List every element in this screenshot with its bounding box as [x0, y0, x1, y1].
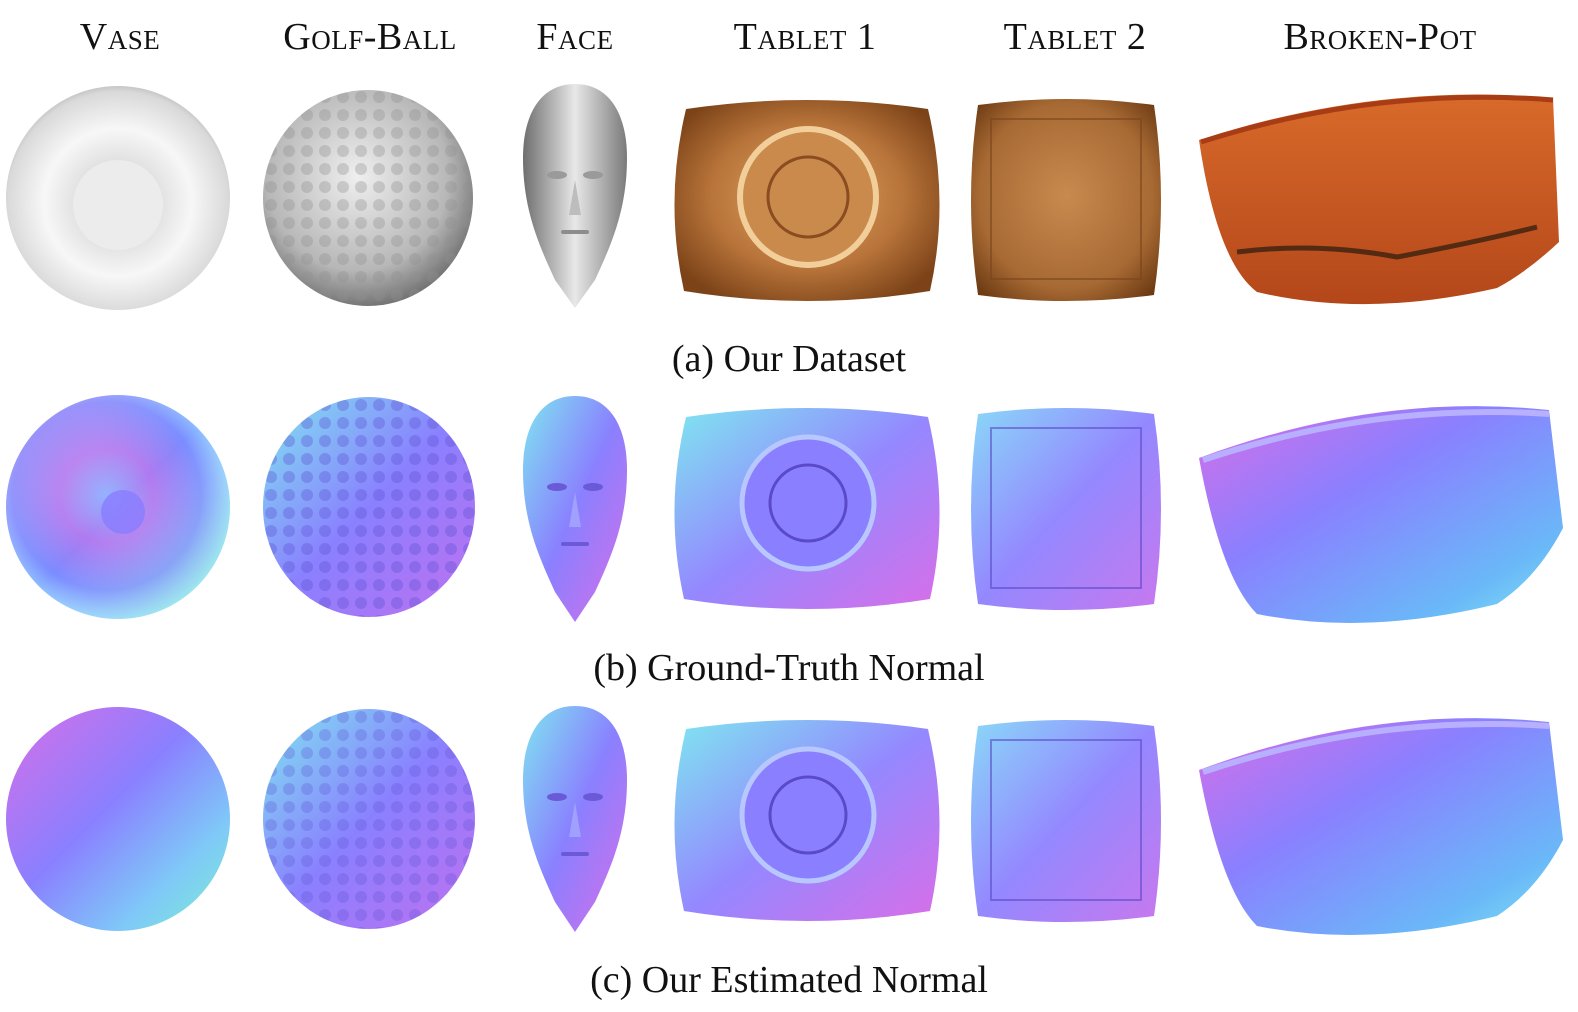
caption-our-dataset: (a) Our Dataset [671, 338, 907, 380]
gt-golf-ball-normal-map [262, 396, 476, 618]
column-header-tablet-1: Tablet 1 [733, 16, 877, 58]
est-golf-ball-normal-map [262, 708, 476, 930]
est-tablet-1-normal-map [668, 715, 946, 927]
dataset-tablet-1-image [668, 95, 946, 307]
column-header-tablet-2: Tablet 2 [1003, 16, 1147, 58]
est-face-normal-map [515, 702, 635, 934]
column-header-golf-ball: Golf-Ball [283, 16, 457, 58]
gt-vase-normal-map [5, 394, 231, 620]
gt-broken-pot-normal-map [1197, 398, 1567, 638]
caption-our-estimated-normal: (c) Our Estimated Normal [590, 959, 988, 1001]
caption-ground-truth-normal: (b) Ground-Truth Normal [593, 647, 985, 689]
est-vase-normal-map [5, 706, 231, 932]
dataset-broken-pot-image [1197, 92, 1565, 314]
dataset-vase-image [5, 85, 231, 311]
dataset-face-image [515, 80, 635, 310]
column-header-face: Face [536, 16, 614, 58]
dataset-golf-ball-image [262, 88, 474, 308]
column-header-vase: Vase [79, 16, 161, 58]
est-broken-pot-normal-map [1197, 710, 1567, 950]
gt-tablet-2-normal-map [966, 404, 1166, 614]
column-header-broken-pot: Broken-Pot [1283, 16, 1477, 58]
dataset-tablet-2-image [966, 95, 1166, 305]
gt-tablet-1-normal-map [668, 403, 946, 615]
est-tablet-2-normal-map [966, 716, 1166, 926]
gt-face-normal-map [515, 392, 635, 624]
